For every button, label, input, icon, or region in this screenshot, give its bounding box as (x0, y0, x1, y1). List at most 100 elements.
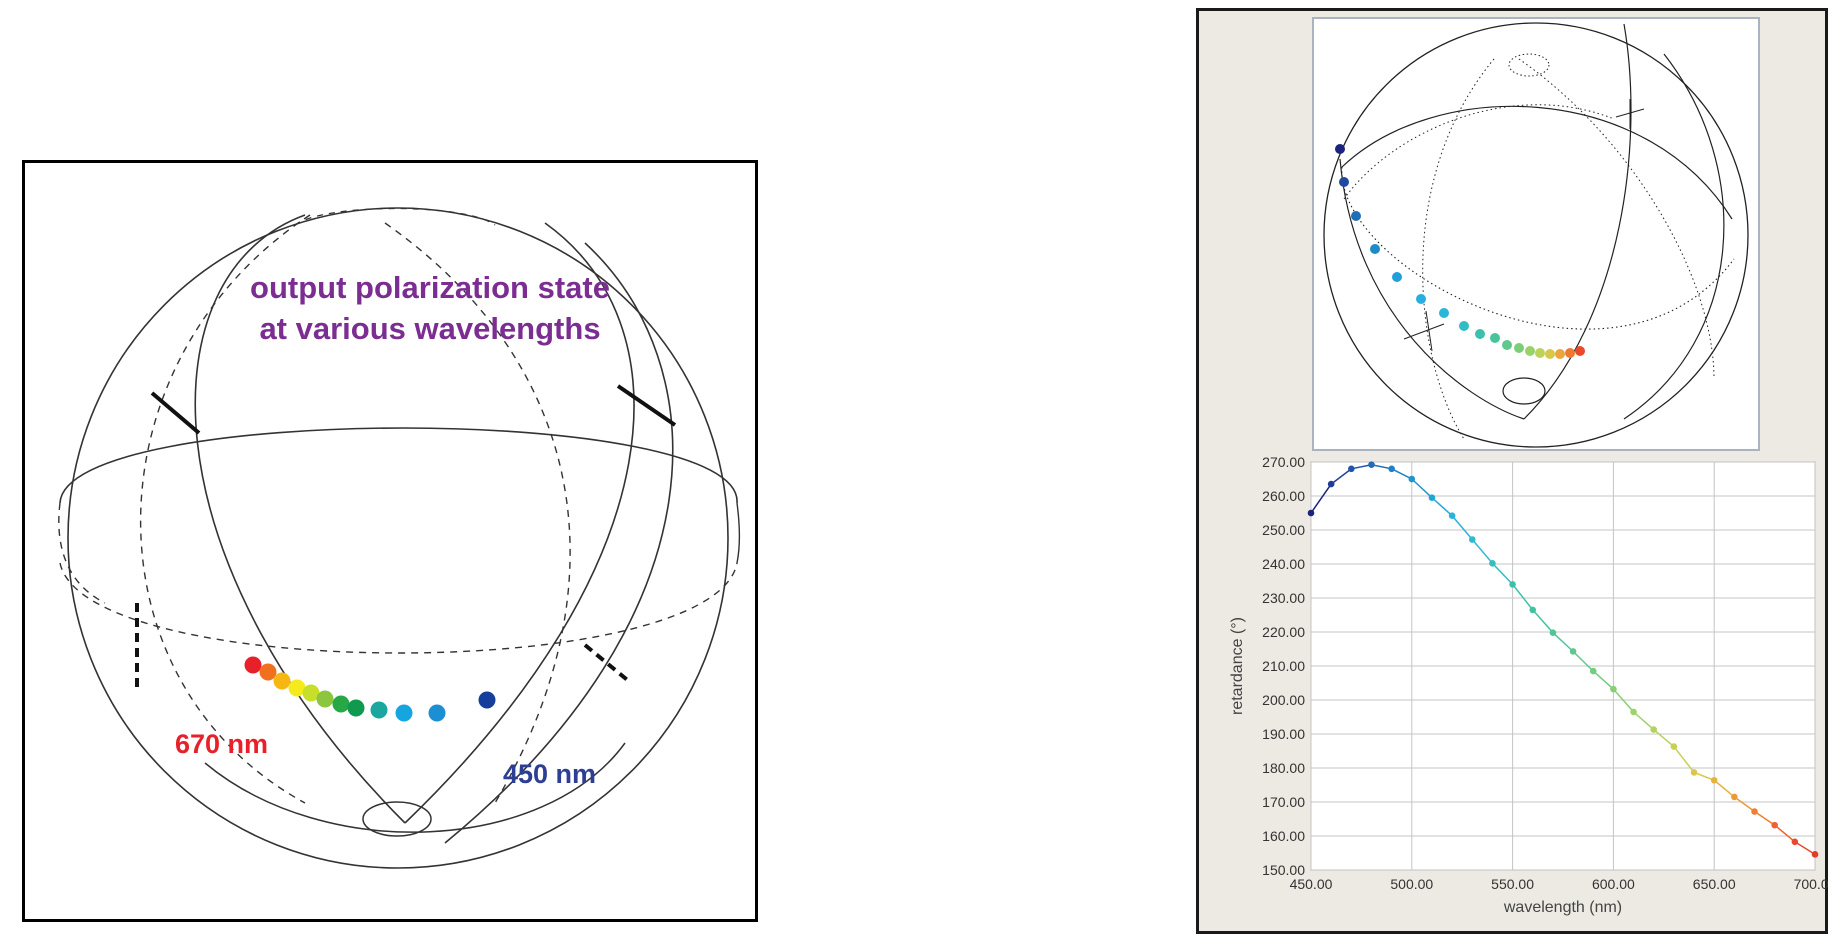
tick-mark-lower (1403, 323, 1445, 340)
series-segment (1592, 670, 1614, 690)
sphere-dot (1535, 348, 1545, 358)
y-tick-label: 260.00 (1262, 488, 1305, 504)
sphere-outline (67, 207, 729, 869)
series-segment (1552, 632, 1574, 652)
data-point (1489, 560, 1496, 567)
sphere-dot (1525, 346, 1535, 356)
data-point (1348, 465, 1355, 473)
series-segment (1431, 497, 1453, 517)
series-segment (1653, 729, 1675, 748)
top-pole-ellipse (1508, 53, 1550, 77)
series-segment (1794, 841, 1816, 855)
right-figure-frame: 150.00 160.00 170.00 180.00 190.00 200.00 210.… (1196, 8, 1828, 934)
data-point (1468, 536, 1476, 543)
data-point (1811, 851, 1819, 858)
y-tick-label: 200.00 (1262, 692, 1305, 708)
caption-line1: output polarization state (250, 270, 610, 305)
equator-back (1341, 166, 1735, 330)
x-tick-labels: 450.00 500.00 550.00 600.00 650.00 700.00 (1290, 876, 1828, 892)
y-tick-label: 210.00 (1262, 658, 1305, 674)
sphere-dot (1459, 321, 1469, 331)
tick-mark-left (150, 391, 201, 435)
sphere-view-panel (1312, 17, 1760, 451)
x-tick-label: 500.00 (1390, 876, 1433, 892)
y-tick-label: 270.00 (1262, 456, 1305, 470)
sphere-wavelength-dots (1335, 144, 1585, 359)
y-tick-label: 240.00 (1262, 556, 1305, 572)
wavelength-dot (302, 684, 320, 702)
sphere-dot (1475, 329, 1485, 339)
sphere-dot (1555, 349, 1565, 359)
data-point (1549, 629, 1557, 636)
x-tick-label: 700.00 (1794, 876, 1828, 892)
meridian-dotted-1 (1422, 58, 1495, 440)
sphere-dot (1575, 346, 1585, 356)
left-figure-frame: output polarization state at various wav… (22, 160, 758, 922)
tick-mark-right-dashed (583, 643, 633, 685)
series-segment (1371, 463, 1392, 470)
series-segment (1532, 609, 1554, 634)
meridian-right (404, 222, 635, 824)
series-segment (1491, 562, 1514, 585)
sphere-dot (1392, 272, 1402, 282)
data-point (1731, 793, 1738, 801)
selection-ellipse (1502, 377, 1546, 405)
sphere-dot (1339, 177, 1349, 187)
x-axis-label: wavelength (nm) (1503, 899, 1622, 916)
wavelength-dot (428, 704, 446, 722)
label-670nm: 670 nm (175, 729, 268, 759)
y-tick-label: 150.00 (1262, 862, 1305, 878)
caption-line2: at various wavelengths (259, 311, 600, 346)
meridian-outer (1623, 53, 1725, 420)
lower-arc (204, 742, 626, 833)
series-segment (1451, 515, 1473, 541)
y-tick-label: 220.00 (1262, 624, 1305, 640)
equator-back (59, 562, 738, 654)
series-segment (1713, 779, 1735, 798)
grid (1310, 461, 1816, 871)
sphere-dot (1502, 340, 1512, 350)
series-segment (1330, 468, 1352, 485)
top-pole-dashes (294, 207, 496, 226)
data-point (1751, 808, 1758, 815)
selection-ellipse (362, 801, 432, 837)
meridian-solid-right (1523, 23, 1632, 420)
series-segment (1612, 688, 1635, 713)
meridian-solid (1339, 158, 1525, 420)
meridian-outer-right (444, 242, 674, 844)
y-tick-label: 250.00 (1262, 522, 1305, 538)
series-segment (1754, 810, 1776, 826)
y-tick-label: 160.00 (1262, 828, 1305, 844)
x-tick-label: 600.00 (1592, 876, 1635, 892)
sphere-dot (1439, 308, 1449, 318)
series-segment (1673, 746, 1695, 773)
equator-front (1341, 105, 1733, 220)
wavelength-dot (347, 699, 365, 717)
meridian-dotted-2 (1518, 58, 1715, 380)
sphere-dot (1351, 211, 1361, 221)
right-poincare-sphere (1323, 22, 1749, 448)
y-tick-label: 190.00 (1262, 726, 1305, 742)
wavelength-dot (395, 704, 413, 722)
wavelength-dot (316, 690, 334, 708)
equator-front (59, 427, 738, 504)
sphere-outline (1323, 22, 1749, 448)
data-point (1589, 667, 1597, 675)
sphere-dot (1514, 343, 1524, 353)
wavelength-dot (244, 656, 262, 674)
meridian-back-mid (384, 222, 571, 804)
data-point (1509, 581, 1516, 588)
sphere-dot (1565, 348, 1575, 358)
wavelength-dot (259, 663, 277, 681)
equator-right (736, 502, 740, 564)
tick-mark-right (616, 384, 677, 427)
y-tick-label: 170.00 (1262, 794, 1305, 810)
sphere-dot (1370, 244, 1380, 254)
series-segment (1693, 771, 1715, 781)
sphere-dot (1545, 349, 1555, 359)
data-point (1670, 743, 1678, 750)
label-450nm: 450 nm (503, 759, 596, 789)
data-point (1650, 726, 1658, 733)
retardance-plot: 150.00 160.00 170.00 180.00 190.00 200.00 210.… (1202, 456, 1828, 934)
x-tick-label: 550.00 (1491, 876, 1534, 892)
